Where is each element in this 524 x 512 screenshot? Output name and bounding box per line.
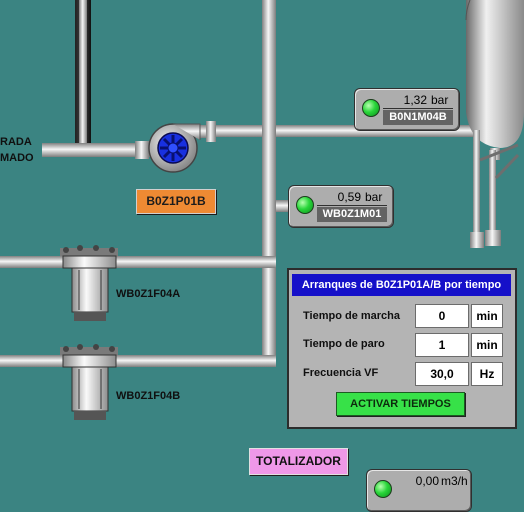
gauge-unit: bar	[431, 93, 449, 107]
panel-title: Arranques de B0Z1P01A/B por tiempo	[292, 274, 511, 296]
gauge-value: 0,59	[337, 190, 361, 204]
gauge-value: 1,32	[403, 93, 427, 107]
gauge-unit: bar	[365, 190, 383, 204]
stop-time-label: Tiempo de paro	[303, 338, 385, 350]
storage-tank	[465, 0, 524, 248]
filter-wb0z1f04a[interactable]	[60, 245, 118, 321]
status-led-icon	[374, 480, 392, 498]
stop-time-input[interactable]: 1	[415, 333, 469, 357]
outlet-flange	[206, 121, 216, 142]
inlet-pipe	[42, 143, 152, 157]
gauge-divider	[383, 108, 453, 109]
process-diagram	[0, 0, 524, 420]
pipe-vertical-inner	[79, 0, 87, 143]
run-time-unit: min	[471, 304, 503, 328]
pressure-gauge-b0n1m04b[interactable]: 1,32 bar B0N1M04B	[354, 88, 460, 131]
filter-b-label: WB0Z1F04B	[116, 390, 181, 402]
main-header-pipe	[262, 0, 276, 362]
vf-frequency-unit: Hz	[471, 362, 503, 386]
gauge-branch-pipe	[276, 200, 288, 212]
run-time-input[interactable]: 0	[415, 304, 469, 328]
filter-wb0z1f04b[interactable]	[60, 344, 118, 420]
filter-b-line	[0, 355, 276, 367]
pump-tag-button[interactable]: B0Z1P01B	[136, 189, 216, 214]
totalizer-button[interactable]: TOTALIZADOR	[249, 448, 348, 475]
vf-frequency-input[interactable]: 30,0	[415, 362, 469, 386]
filter-a-label: WB0Z1F04A	[116, 288, 181, 300]
inlet-label-2: MADO	[0, 152, 34, 164]
gauge-tag: WB0Z1M01	[317, 207, 387, 222]
status-led-icon	[296, 196, 314, 214]
run-time-label: Tiempo de marcha	[303, 310, 400, 322]
pressure-gauge-wb0z1m01[interactable]: 0,59 bar WB0Z1M01	[288, 185, 394, 228]
gauge-divider	[317, 205, 387, 206]
flow-gauge[interactable]: 0,00 m3/h	[366, 469, 472, 512]
inlet-label-1: RADA	[0, 136, 32, 148]
timing-panel: Arranques de B0Z1P01A/B por tiempo Tiemp…	[287, 268, 517, 429]
status-led-icon	[362, 99, 380, 117]
gauge-value: 0,00	[415, 474, 439, 488]
vf-frequency-label: Frecuencia VF	[303, 367, 379, 379]
pump-b0z1p01b[interactable]	[135, 123, 201, 173]
gauge-unit: m3/h	[441, 474, 468, 488]
gauge-tag: B0N1M04B	[383, 110, 453, 125]
filter-a-line	[0, 256, 276, 268]
stop-time-unit: min	[471, 333, 503, 357]
activate-times-button[interactable]: ACTIVAR TIEMPOS	[336, 392, 465, 416]
